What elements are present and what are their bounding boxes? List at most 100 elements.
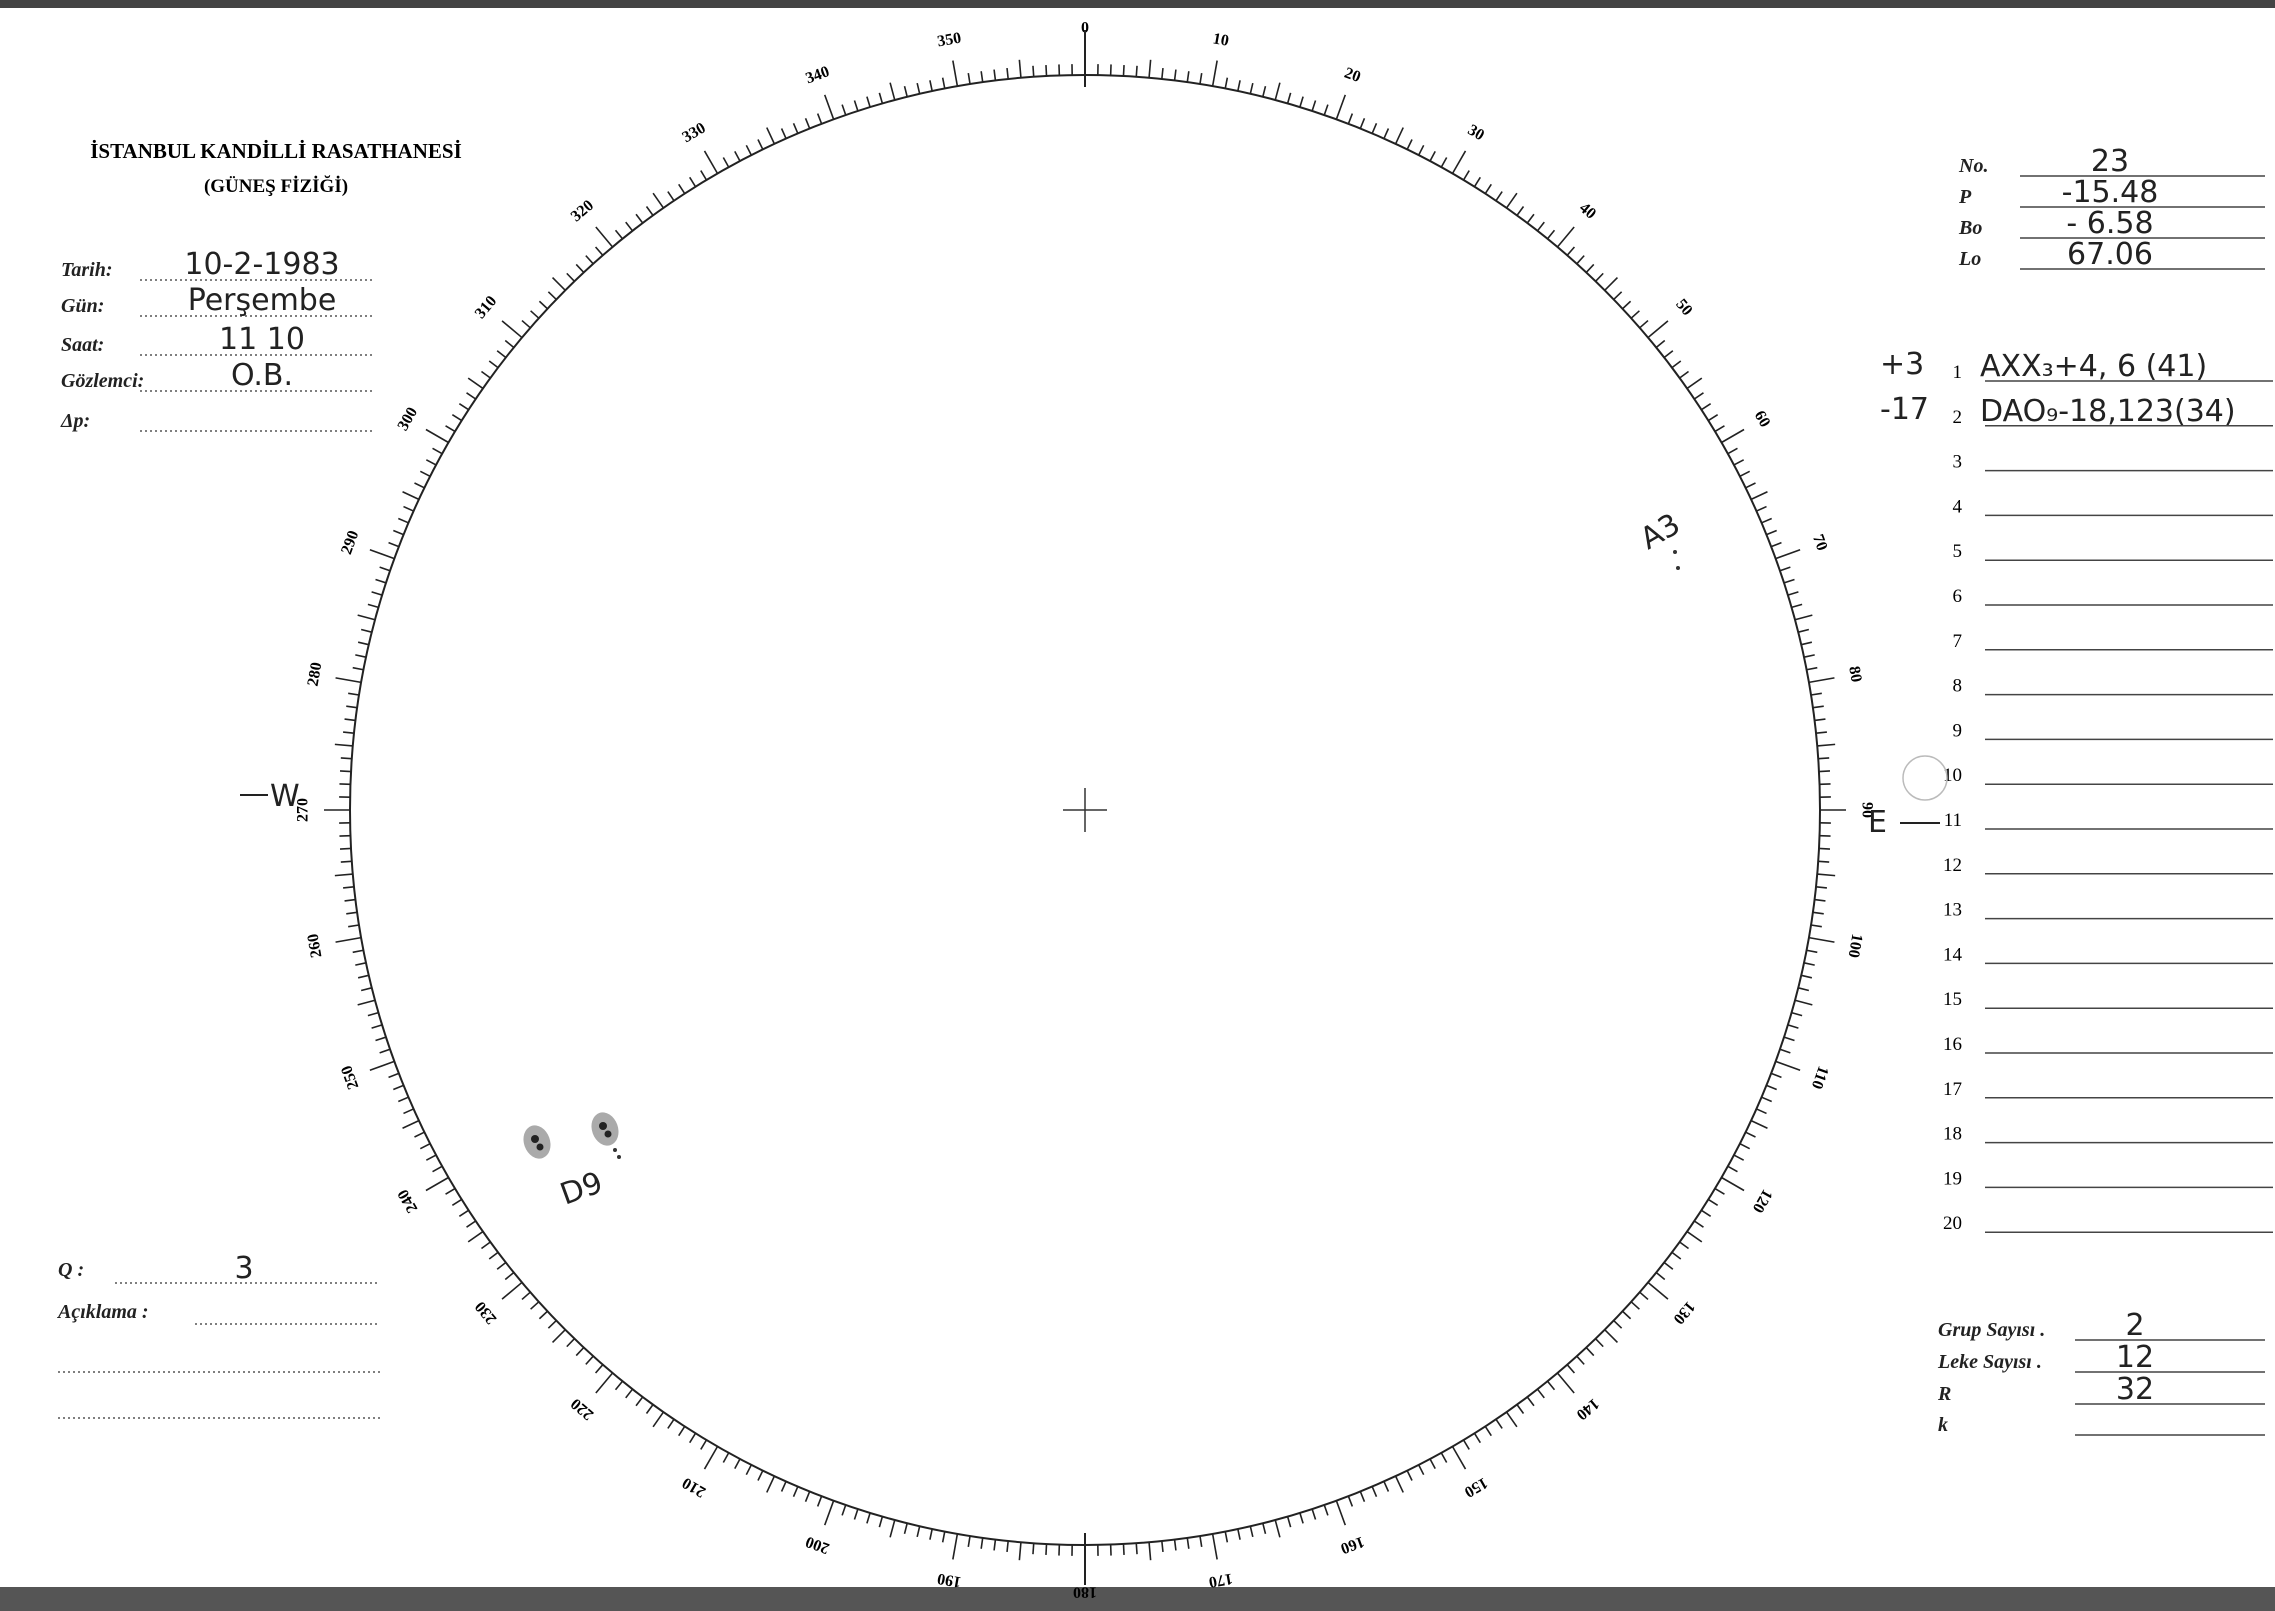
dial-tick [1679,1241,1689,1250]
dial-tick [1700,1209,1712,1217]
dial-label: 10 [1211,30,1230,50]
dial-tick [1585,1346,1595,1357]
row-number: 2 [1953,407,1963,428]
dial-tick [369,1060,395,1072]
row-number: 20 [1943,1213,1962,1234]
dial-tick [551,1329,566,1344]
dial-tick [766,1475,776,1493]
total-value: 12 [2116,1340,2154,1375]
row-number: 5 [1953,541,1963,562]
dial-tick [530,310,540,319]
dial-tick [1161,1540,1164,1552]
dial-tick [466,1220,477,1228]
dial-tick [1817,743,1836,747]
dial-tick [1761,517,1773,524]
dial-tick [1417,144,1425,156]
dial-tick [780,1481,787,1492]
dial-tick [1462,170,1470,181]
dial-tick [595,1372,614,1394]
dial-tick [1817,873,1836,877]
dial-tick [1671,1251,1682,1260]
dial-tick [467,1230,484,1243]
dial-tick [1311,1508,1317,1520]
scan-edge [0,1587,2275,1611]
dial-tick [952,60,959,87]
dial-tick [1546,1380,1556,1391]
dial-tick [722,157,730,168]
dial-tick [941,77,946,89]
dial-tick [1818,860,1830,863]
dial-tick [357,614,376,621]
dial-tick [866,96,871,108]
dial-tick [823,1500,835,1526]
dial-tick [1803,962,1815,966]
dial-tick [1161,68,1164,80]
dial-tick [823,94,835,120]
dial-tick [1473,1432,1481,1444]
dial-tick [566,272,576,282]
sunspot-umbra [599,1122,607,1130]
field-label: Gün: [61,295,104,317]
dial-tick [1566,246,1576,256]
dial-tick [1639,319,1649,329]
dial-tick [496,1261,507,1270]
dial-tick [1818,757,1830,760]
margin-note: -17 [1880,392,1929,427]
dial-tick [1739,470,1751,478]
dial-tick [367,603,379,609]
dial-tick [1700,403,1712,411]
dial-tick [451,1198,463,1206]
dial-tick [1806,949,1818,954]
dial-tick [496,350,507,359]
dial-tick [700,1439,708,1450]
dial-tick [1630,1301,1640,1310]
dial-tick [1371,122,1378,134]
dial-tick [432,1165,443,1173]
dial-tick [1783,1036,1795,1042]
dial-tick [841,104,847,116]
dial-tick [425,459,437,466]
field-value: O.B. [231,358,293,393]
row-number: 1 [1953,362,1963,383]
q-value: 3 [234,1251,253,1286]
dial-tick [1721,428,1745,444]
east-label: E [1868,805,1887,840]
dial-tick [967,1535,971,1547]
dial-tick [916,1525,921,1538]
dial-tick [1655,1271,1666,1281]
dial-tick [1347,1495,1354,1507]
dial-tick [1018,59,1022,78]
dial-tick [1199,73,1203,85]
dial-tick [1045,64,1048,77]
dial-tick [1814,718,1826,722]
total-label: k [1938,1414,1948,1436]
dial-tick [1394,1475,1404,1493]
dial-tick [1451,150,1467,174]
dial-tick [1655,339,1666,349]
dial-tick [1594,272,1604,282]
dial-label: 90 [1858,802,1875,818]
dial-tick [388,1072,400,1079]
dial-tick [853,100,859,112]
dial-tick [1707,414,1719,422]
dial-tick [816,1495,823,1507]
field-label: Lo [1958,248,1981,270]
dial-tick [414,1131,425,1138]
dial-tick [594,1364,604,1374]
dial-tick [402,1119,420,1129]
sunspot-dot [1673,550,1677,554]
dial-tick [467,377,484,390]
dial-tick [614,229,624,240]
total-label: R [1937,1383,1951,1405]
dial-tick [425,1176,449,1192]
dial-tick [575,1346,585,1357]
dial-tick [1815,731,1827,734]
dial-tick [481,1241,491,1250]
dial-tick [1462,1439,1470,1450]
dial-tick [1135,65,1138,77]
dial-tick [379,1048,391,1054]
dial-tick [1779,566,1791,572]
dial-tick [689,1432,697,1444]
dial-tick [1810,692,1822,696]
dial-tick [367,1011,379,1017]
